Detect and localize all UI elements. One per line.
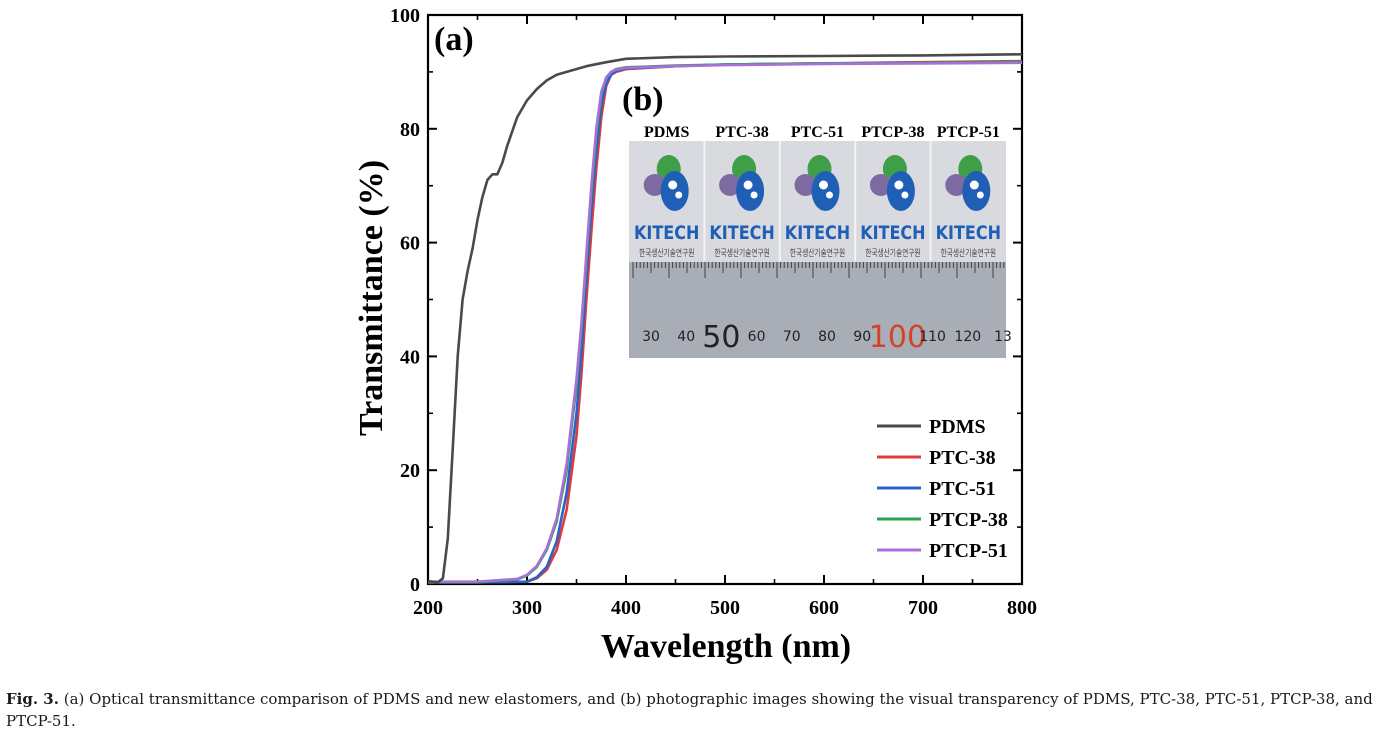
- sample-label: PTCP-38: [861, 124, 924, 141]
- logo-subtext: 한국생산기술연구원: [941, 248, 996, 259]
- y-tick-label: 40: [400, 346, 420, 368]
- logo-purple-petal: [945, 174, 968, 196]
- y-tick-label: 80: [400, 119, 420, 141]
- ruler-number: 120: [954, 329, 981, 345]
- ruler-number: 50: [702, 320, 740, 355]
- x-tick-label: 600: [809, 597, 839, 619]
- logo-blue-petal: [811, 171, 840, 211]
- ruler-number: 80: [818, 329, 836, 345]
- legend-label: PTC-51: [929, 478, 996, 500]
- legend-label: PTCP-51: [929, 540, 1008, 562]
- logo-hole: [969, 180, 979, 190]
- y-axis-label: Transmittance (%): [353, 160, 390, 436]
- logo-blue-petal: [660, 171, 689, 211]
- legend: PDMS PTC-38 PTC-51 PTCP-38 PTCP-51: [877, 416, 1008, 562]
- logo-purple-petal: [869, 174, 892, 196]
- x-tick-label: 500: [710, 597, 740, 619]
- logo-text: KITECH: [860, 222, 925, 244]
- logo-hole: [826, 191, 833, 199]
- x-tick-label: 700: [908, 597, 938, 619]
- logo-blue-petal: [736, 171, 765, 211]
- logo-hole: [894, 180, 904, 190]
- legend-label: PTCP-38: [929, 509, 1008, 531]
- x-tick-label: 400: [611, 597, 641, 619]
- panel-a-label: (a): [434, 21, 474, 58]
- legend-label: PTC-38: [929, 447, 996, 469]
- logo-subtext: 한국생산기술연구원: [790, 248, 845, 259]
- logo-purple-petal: [719, 174, 742, 196]
- logo-hole: [976, 191, 984, 199]
- x-tick-label: 200: [413, 597, 443, 619]
- logo-subtext: 한국생산기술연구원: [714, 248, 769, 259]
- logo-hole: [743, 180, 753, 190]
- series-lines: [427, 53, 1023, 584]
- transmittance-chart: 200 300 400 500 600 700 800 0 20 40 60 80 100 (b) PDM…: [353, 5, 1037, 665]
- sample-label: PTCP-51: [937, 124, 1000, 141]
- y-tick-label: 100: [390, 5, 420, 27]
- legend-label: PDMS: [929, 416, 986, 438]
- y-tick-label: 20: [400, 460, 420, 482]
- series-line-ptcp-51: [428, 61, 1023, 583]
- x-tick-label: 800: [1007, 597, 1037, 619]
- logo-purple-petal: [643, 174, 666, 196]
- ruler-number: 60: [748, 329, 766, 345]
- ruler-number: 90: [853, 329, 871, 345]
- panel-b-label: (b): [622, 81, 664, 118]
- series-line-pdms: [427, 53, 1023, 584]
- y-tick-label: 60: [400, 233, 420, 255]
- logo-text: KITECH: [634, 222, 699, 244]
- ruler-number: 30: [642, 329, 660, 345]
- logo-subtext: 한국생산기술연구원: [639, 248, 694, 259]
- ruler-number: 13: [994, 329, 1012, 345]
- caption-label: Fig. 3.: [6, 690, 59, 708]
- ruler-number: 100: [869, 320, 926, 355]
- logo-blue-petal: [962, 171, 991, 211]
- logo-subtext: 한국생산기술연구원: [865, 248, 920, 259]
- ruler: [629, 262, 1006, 358]
- logo-hole: [750, 191, 758, 199]
- logo-hole: [668, 180, 678, 190]
- axes: 200 300 400 500 600 700 800 0 20 40 60 80 100: [390, 5, 1037, 619]
- inset-photo: (b) PDMS KITECH 한국생산기술연구원 PTC-38 KITECH 한국생산기술…: [622, 81, 1012, 358]
- logo-hole: [675, 191, 683, 199]
- y-tick-label: 0: [410, 574, 420, 596]
- logo-purple-petal: [794, 174, 817, 196]
- sample-label: PDMS: [644, 124, 689, 141]
- ruler-number: 40: [677, 329, 695, 345]
- x-axis-label: Wavelength (nm): [601, 628, 851, 665]
- x-tick-label: 300: [512, 597, 542, 619]
- caption-text: (a) Optical transmittance comparison of …: [6, 690, 1373, 730]
- logo-text: KITECH: [785, 222, 850, 244]
- logo-blue-petal: [886, 171, 915, 211]
- logo-hole: [901, 191, 909, 199]
- logo-text: KITECH: [709, 222, 774, 244]
- figure-caption: Fig. 3. (a) Optical transmittance compar…: [6, 688, 1391, 732]
- logo-hole: [819, 180, 828, 190]
- ruler-number: 70: [783, 329, 801, 345]
- ruler-number: 110: [919, 329, 946, 345]
- sample-label: PTC-51: [791, 124, 844, 141]
- logo-text: KITECH: [936, 222, 1001, 244]
- sample-label: PTC-38: [715, 124, 768, 141]
